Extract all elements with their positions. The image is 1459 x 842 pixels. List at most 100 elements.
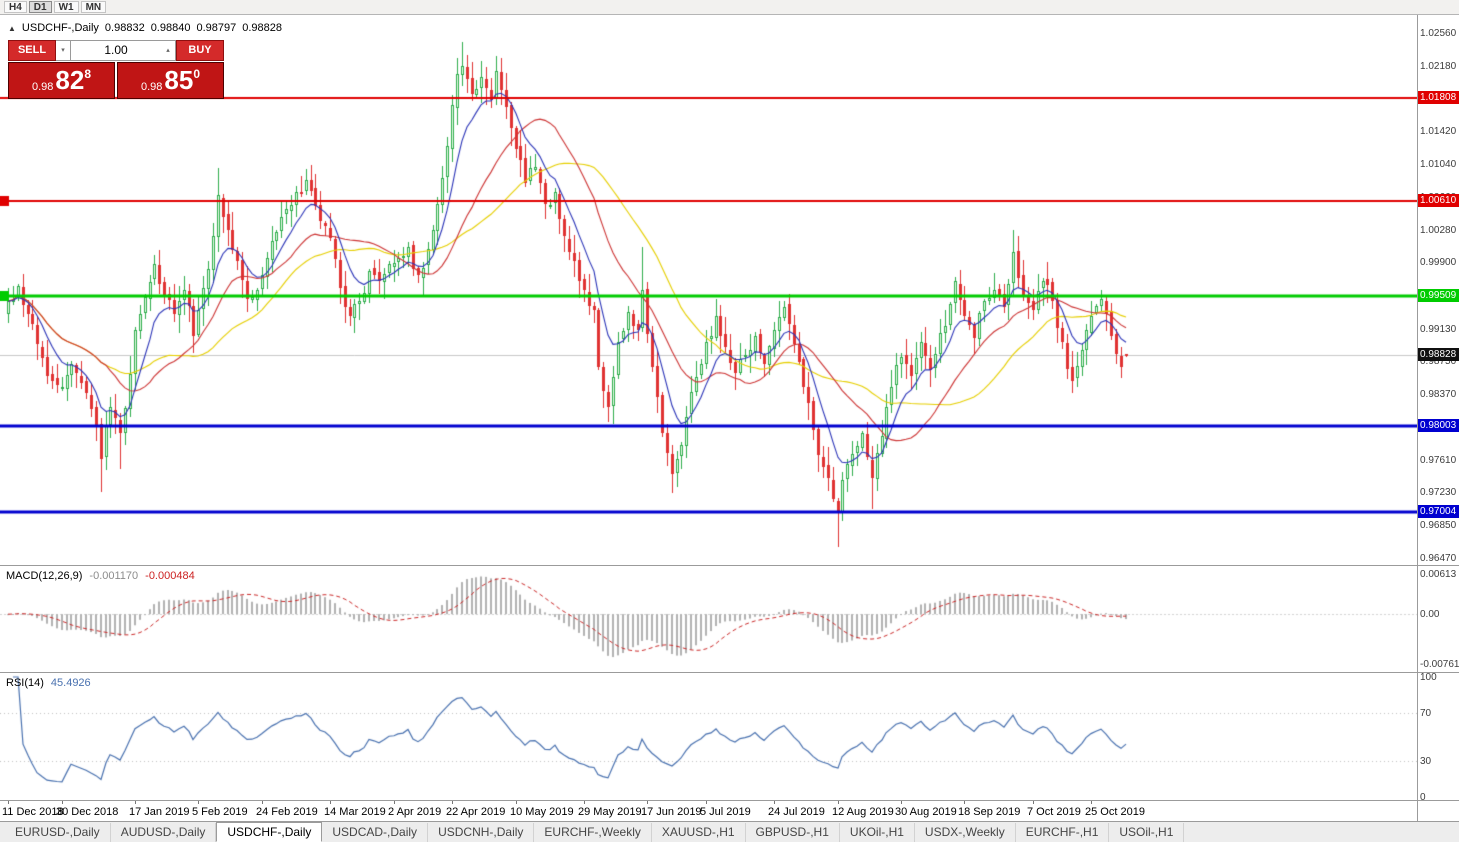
volume-increase-button[interactable]: ▴ [161,40,176,61]
panel-separator[interactable] [0,672,1459,673]
price-tick-label: 0.99130 [1420,323,1457,335]
sell-price-big: 82 [55,65,85,95]
chart-tab-usoil-h1[interactable]: USOil-,H1 [1109,823,1185,842]
date-tick [516,801,517,804]
rsi-name: RSI(14) [6,677,44,689]
date-label: 11 Dec 2018 [2,806,64,818]
date-tick [901,801,902,804]
buy-price-display[interactable]: 0.98 85 0 [117,62,224,99]
rsi-panel-canvas[interactable] [0,673,1417,800]
price-chart-canvas[interactable] [0,16,1417,565]
date-label: 12 Aug 2019 [832,806,894,818]
rsi-axis-label: 100 [1420,672,1437,683]
buy-price-big: 85 [164,65,194,95]
chart-tab-eurchf-h1[interactable]: EURCHF-,H1 [1016,823,1110,842]
collapse-oct-icon[interactable]: ▲ [8,23,16,33]
timeframe-button-h4[interactable]: H4 [4,1,27,13]
timeframe-button-d1[interactable]: D1 [28,1,52,13]
buy-button[interactable]: BUY [176,40,224,61]
chart-tab-ukoil-h1[interactable]: UKOil-,H1 [840,823,915,842]
price-tick-label: 1.00280 [1420,224,1457,236]
date-tick [262,801,263,804]
price-axis[interactable]: 1.025601.021801.018001.014201.010401.006… [1418,16,1459,821]
date-label: 5 Jul 2019 [700,806,751,818]
date-tick [135,801,136,804]
chart-tab-eurchf-weekly[interactable]: EURCHF-,Weekly [534,823,652,842]
one-click-trading-panel: SELL ▾ 1.00 ▴ BUY 0.98 82 8 0.98 85 0 [8,40,224,99]
date-label: 30 Dec 2018 [56,806,119,818]
date-label: 24 Jul 2019 [768,806,825,818]
date-tick [1091,801,1092,804]
price-tick-label: 0.98750 [1420,356,1457,368]
sell-price-display[interactable]: 0.98 82 8 [8,62,115,99]
rsi-axis-label: 30 [1420,756,1432,767]
oct-prices-row: 0.98 82 8 0.98 85 0 [8,62,224,99]
date-label: 17 Jun 2019 [641,806,702,818]
macd-panel-canvas[interactable] [0,566,1417,672]
chart-title: ▲ USDCHF-,Daily 0.98832 0.98840 0.98797 … [8,22,282,34]
price-tick-label: 0.96470 [1420,553,1457,564]
chart-tab-xauusd-h1[interactable]: XAUUSD-,H1 [652,823,746,842]
timeframe-button-w1[interactable]: W1 [53,1,79,13]
timeframe-button-mn[interactable]: MN [80,1,107,13]
date-tick [1033,801,1034,804]
panel-separator [0,800,1459,801]
date-label: 7 Oct 2019 [1027,806,1081,818]
rsi-axis-label: 70 [1420,708,1432,719]
chart-symbol-period: USDCHF-,Daily [21,22,99,34]
chart-tab-eurusd-daily[interactable]: EURUSD-,Daily [5,823,111,842]
price-tick-label: 0.98370 [1420,389,1457,401]
price-tick-label: 1.02560 [1420,28,1457,39]
macd-axis-label: 0.00613 [1420,569,1457,580]
panel-separator[interactable] [0,565,1459,566]
chart-tab-usdcad-daily[interactable]: USDCAD-,Daily [322,823,429,842]
chart-tabs-bar: EURUSD-,Daily AUDUSD-,Daily USDCHF-,Daily U… [0,821,1459,842]
date-label: 25 Oct 2019 [1085,806,1145,818]
sell-button[interactable]: SELL [8,40,56,61]
date-tick [8,801,9,804]
date-label: 14 Mar 2019 [324,806,386,818]
date-label: 30 Aug 2019 [895,806,957,818]
date-tick [330,801,331,804]
rsi-value: 45.4926 [50,677,91,689]
date-axis[interactable]: 11 Dec 2018 30 Dec 2018 17 Jan 2019 5 Feb 2… [0,801,1417,821]
chart-tab-audusd-daily[interactable]: AUDUSD-,Daily [111,823,217,842]
ohlc-close: 0.98828 [242,22,282,34]
macd-axis-label: 0.00 [1420,609,1440,621]
volume-input[interactable]: 1.00 [71,40,161,61]
rsi-axis-label: 0 [1420,792,1426,803]
buy-price-base: 0.98 [140,81,163,93]
date-tick [838,801,839,804]
level-price-badge: 0.97004 [1418,504,1459,518]
level-price-badge: 0.99509 [1418,289,1459,303]
macd-main-value: -0.001170 [89,570,139,582]
date-label: 29 May 2019 [578,806,642,818]
date-tick [452,801,453,804]
date-tick [964,801,965,804]
date-tick [62,801,63,804]
timeframe-toolbar: H4 D1 W1 MN [0,0,1459,15]
ohlc-open: 0.98832 [104,22,145,34]
chart-tab-gbpusd-h1[interactable]: GBPUSD-,H1 [746,823,840,842]
volume-decrease-button[interactable]: ▾ [56,40,71,61]
oct-controls-row: SELL ▾ 1.00 ▴ BUY [8,40,224,61]
macd-signal-value: -0.000484 [145,570,195,582]
chart-tab-usdcnh-daily[interactable]: USDCNH-,Daily [428,823,535,842]
date-label: 10 May 2019 [510,806,574,818]
chart-tab-usdx-weekly[interactable]: USDX-,Weekly [915,823,1016,842]
sell-price-base: 0.98 [31,81,54,93]
price-tick-label: 1.01040 [1420,159,1457,171]
ohlc-high: 0.98840 [150,22,191,34]
date-label: 18 Sep 2019 [958,806,1021,818]
date-label: 24 Feb 2019 [256,806,318,818]
chart-tab-usdchf-daily[interactable]: USDCHF-,Daily [216,822,323,842]
macd-axis-label: -0.00761 [1420,659,1459,670]
date-tick [198,801,199,804]
date-tick [774,801,775,804]
date-label: 17 Jan 2019 [129,806,190,818]
price-tick-label: 0.96850 [1420,520,1457,532]
price-tick-label: 1.01420 [1420,126,1457,138]
price-tick-label: 1.02180 [1420,60,1457,72]
sell-price-sup: 8 [84,67,92,81]
